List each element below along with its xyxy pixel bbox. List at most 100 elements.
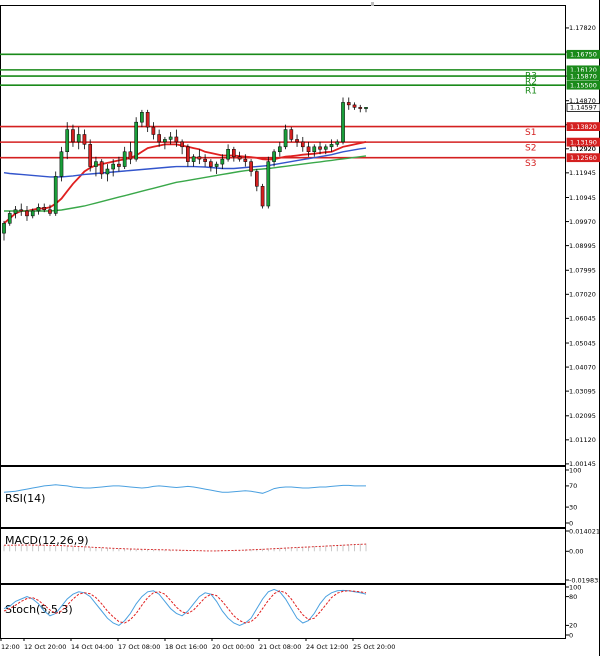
price-tick-label: 1.01120 <box>569 436 596 444</box>
stoch-tick-label: 100 <box>569 583 581 591</box>
rsi-pane: 100 70 30 0 RSI(14) <box>3 466 581 527</box>
price-tick-label: 1.00145 <box>569 460 596 468</box>
price-tick-label: 1.07020 <box>569 291 596 299</box>
level-badge-value: 1.16750 <box>570 51 597 59</box>
macd-tick-label: 0.00 <box>569 548 583 556</box>
candle-body <box>249 161 253 172</box>
candle-body <box>36 207 41 212</box>
candle-body <box>19 209 24 212</box>
macd-pane: 0.014021 0.00 -0.019835 MACD(12,26,9) <box>3 527 600 584</box>
x-tick-label: 21 Oct 08:00 <box>259 643 301 651</box>
scroll-marker <box>371 2 374 6</box>
stoch-tick-label: 0 <box>569 631 573 639</box>
candle-body <box>226 149 230 160</box>
candle-body <box>88 144 93 167</box>
price-tick-label: 1.02095 <box>569 412 596 420</box>
rsi-title: RSI(14) <box>5 492 45 505</box>
level-badge <box>566 122 600 131</box>
candle-body <box>306 146 311 153</box>
candle-body <box>128 151 133 160</box>
pane-frame-price <box>0 5 566 466</box>
candle-body <box>174 136 179 143</box>
candle-body <box>168 136 173 140</box>
level-label-R2: R2 <box>525 78 537 88</box>
candle-body <box>94 161 98 167</box>
candle-body <box>191 156 196 162</box>
candle-body <box>25 210 29 217</box>
level-badge <box>566 71 600 81</box>
candle-body <box>122 151 127 167</box>
macd-tick-label: -0.019835 <box>569 576 600 584</box>
x-tick-label: 18 Oct 16:00 <box>165 643 207 651</box>
level-badge-value: 1.15500 <box>570 81 597 89</box>
level-badge-value: 1.12560 <box>570 154 597 162</box>
candle-body <box>277 146 282 153</box>
candle-body <box>117 163 121 167</box>
candle-body <box>283 129 288 148</box>
stoch-tick-label: 20 <box>569 622 577 630</box>
candle-body <box>71 129 75 143</box>
level-badge-value: 1.15870 <box>570 72 597 80</box>
candle-body <box>65 129 70 153</box>
stoch-tick-label: 80 <box>569 593 577 601</box>
candle-body <box>157 134 161 143</box>
price-tick-label: 1.05045 <box>569 339 596 347</box>
candle-body <box>266 161 271 207</box>
level-badge-value: 1.13820 <box>570 123 597 131</box>
candle-body <box>59 151 64 177</box>
candle-body <box>186 146 190 162</box>
candle-body <box>300 141 305 148</box>
rsi-tick-label: 30 <box>569 503 577 511</box>
candle-body <box>82 134 87 145</box>
pane-frame-macd <box>0 528 566 584</box>
price-extra-label: 1.12920 <box>569 145 596 153</box>
level-label-S3: S3 <box>525 159 536 169</box>
macd-title: MACD(12,26,9) <box>5 534 89 547</box>
moving-average-3 <box>4 155 367 212</box>
candle-body <box>163 139 167 143</box>
price-tick-label: 1.04070 <box>569 363 596 371</box>
level-badge-value: 1.14597 <box>570 104 597 112</box>
candle-body <box>76 134 81 143</box>
rsi-tick-label: 70 <box>569 482 577 490</box>
candle-body <box>318 146 322 150</box>
candle-body <box>346 102 351 106</box>
candle-body <box>53 176 58 214</box>
rsi-tick-label: 0 <box>569 519 573 527</box>
price-pane: 1.178201.168451.158701.148701.138951.129… <box>0 24 600 468</box>
macd-tick-label: 0.014021 <box>569 527 600 535</box>
candle-body <box>214 163 219 167</box>
candle-body <box>42 207 47 210</box>
candle-body <box>295 139 299 143</box>
macd-signal-line <box>4 543 367 552</box>
candle-body <box>203 158 207 162</box>
candle-body <box>220 158 225 165</box>
price-tick-label: 1.09970 <box>569 218 596 226</box>
candle-body <box>7 213 12 224</box>
candle-body <box>260 186 265 207</box>
candle-body <box>48 209 52 214</box>
candle-body <box>323 146 328 150</box>
price-tick-label: 1.10945 <box>569 194 596 202</box>
moving-average-1 <box>3 141 367 224</box>
candle-body <box>364 107 368 109</box>
candle-body <box>312 146 317 153</box>
x-tick-label: 14 Oct 04:00 <box>71 643 113 651</box>
level-badge <box>566 49 600 59</box>
x-tick-label: 24 Oct 12:00 <box>306 643 348 651</box>
level-badge-value: 1.13190 <box>570 138 597 146</box>
x-tick-label: 20 Oct 00:00 <box>212 643 254 651</box>
price-tick-label: 1.07995 <box>569 267 596 275</box>
candle-body <box>30 210 35 217</box>
candle-body <box>111 163 116 170</box>
price-tick-label: 1.06045 <box>569 315 596 323</box>
candle-body <box>341 102 345 143</box>
candle-body <box>134 121 138 160</box>
candle-body <box>140 112 144 123</box>
x-tick-label: 25 Oct 20:00 <box>353 643 395 651</box>
candle-body <box>254 171 259 187</box>
level-badge <box>566 103 600 112</box>
candle-body <box>358 107 363 109</box>
price-tick-label: 1.08995 <box>569 242 596 250</box>
